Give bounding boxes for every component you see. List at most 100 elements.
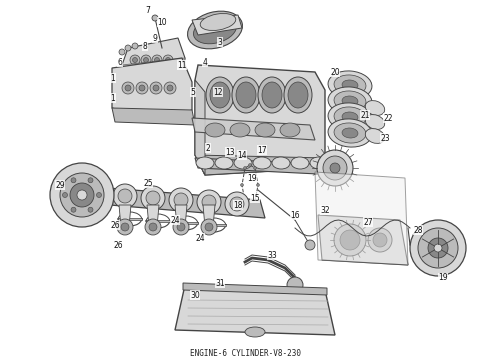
Ellipse shape [342, 128, 358, 138]
Text: 25: 25 [143, 179, 153, 188]
Circle shape [368, 228, 392, 252]
Text: 10: 10 [157, 18, 167, 27]
Text: 20: 20 [330, 68, 340, 77]
Ellipse shape [334, 91, 366, 111]
Polygon shape [183, 283, 327, 295]
Text: 26: 26 [110, 220, 120, 230]
Text: 23: 23 [380, 134, 390, 143]
Circle shape [167, 85, 173, 91]
Circle shape [253, 166, 256, 170]
Circle shape [60, 173, 104, 217]
Text: 5: 5 [191, 87, 196, 96]
Circle shape [152, 55, 162, 65]
Text: 1: 1 [111, 73, 115, 82]
Polygon shape [315, 172, 408, 265]
Text: ENGINE-6 CYLINDER-V8-230: ENGINE-6 CYLINDER-V8-230 [190, 350, 300, 359]
Circle shape [132, 43, 138, 49]
Polygon shape [122, 38, 185, 80]
Polygon shape [108, 188, 265, 218]
Text: 24: 24 [170, 216, 180, 225]
Circle shape [169, 188, 193, 212]
Text: 16: 16 [290, 211, 300, 220]
Polygon shape [195, 65, 325, 175]
Circle shape [150, 82, 162, 94]
Circle shape [88, 207, 93, 212]
Circle shape [97, 193, 101, 198]
Ellipse shape [210, 82, 230, 108]
Ellipse shape [194, 16, 237, 44]
Circle shape [71, 207, 76, 212]
Ellipse shape [342, 80, 358, 90]
Circle shape [330, 163, 340, 173]
Polygon shape [119, 205, 131, 227]
Circle shape [434, 244, 442, 252]
Ellipse shape [232, 77, 260, 113]
Circle shape [197, 190, 221, 214]
Ellipse shape [328, 71, 372, 99]
Text: 27: 27 [363, 217, 373, 226]
Ellipse shape [310, 157, 328, 169]
Text: 33: 33 [267, 251, 277, 260]
Polygon shape [112, 58, 192, 120]
Text: 3: 3 [218, 37, 222, 46]
Circle shape [88, 178, 93, 183]
Text: 29: 29 [55, 180, 65, 189]
Ellipse shape [255, 123, 275, 137]
Text: 14: 14 [237, 150, 247, 159]
Text: 13: 13 [225, 148, 235, 157]
Ellipse shape [284, 77, 312, 113]
Polygon shape [175, 205, 187, 227]
Ellipse shape [280, 123, 300, 137]
Circle shape [334, 224, 366, 256]
Text: 26: 26 [113, 240, 123, 249]
Circle shape [305, 240, 315, 250]
Text: 15: 15 [250, 194, 260, 202]
Circle shape [77, 190, 87, 200]
Polygon shape [192, 118, 315, 140]
Ellipse shape [334, 75, 366, 95]
Polygon shape [146, 220, 170, 222]
Ellipse shape [200, 14, 236, 31]
Text: 18: 18 [233, 201, 243, 210]
Ellipse shape [272, 157, 290, 169]
Circle shape [152, 15, 158, 21]
Circle shape [154, 58, 160, 63]
Circle shape [230, 197, 244, 211]
Circle shape [205, 223, 213, 231]
Text: 19: 19 [438, 274, 448, 283]
Ellipse shape [230, 123, 250, 137]
Circle shape [373, 233, 387, 247]
Ellipse shape [342, 96, 358, 106]
Circle shape [164, 82, 176, 94]
Text: 22: 22 [383, 113, 393, 122]
Polygon shape [174, 222, 198, 224]
Circle shape [146, 191, 160, 205]
Circle shape [173, 219, 189, 235]
Text: 8: 8 [143, 41, 147, 50]
Polygon shape [318, 215, 408, 265]
Ellipse shape [328, 119, 372, 147]
Circle shape [136, 82, 148, 94]
Ellipse shape [262, 82, 282, 108]
Text: 11: 11 [177, 60, 187, 69]
Text: 12: 12 [213, 87, 223, 96]
Circle shape [244, 201, 246, 203]
Circle shape [70, 183, 94, 207]
Circle shape [241, 184, 244, 186]
Circle shape [287, 277, 303, 293]
Circle shape [125, 45, 131, 51]
Circle shape [166, 58, 171, 63]
Polygon shape [203, 205, 215, 227]
Polygon shape [192, 15, 242, 35]
Polygon shape [118, 218, 142, 220]
Circle shape [253, 201, 256, 203]
Circle shape [119, 49, 125, 55]
Circle shape [317, 150, 353, 186]
Circle shape [122, 82, 134, 94]
Circle shape [118, 189, 132, 203]
Circle shape [256, 184, 260, 186]
Ellipse shape [288, 82, 308, 108]
Ellipse shape [291, 157, 309, 169]
Circle shape [202, 195, 216, 209]
Circle shape [153, 85, 159, 91]
